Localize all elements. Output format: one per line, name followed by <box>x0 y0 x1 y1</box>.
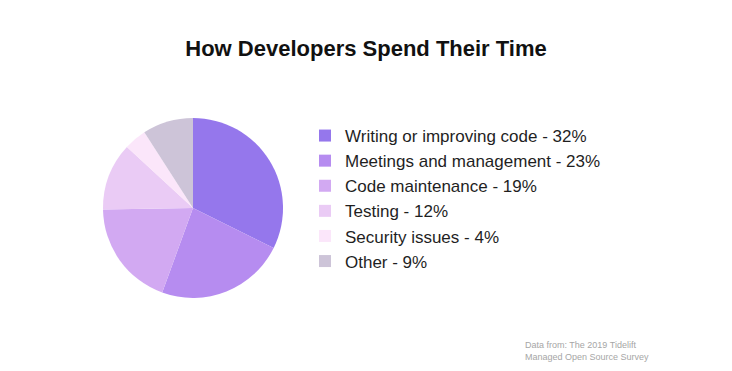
svg-text:Security issues - 4%: Security issues - 4% <box>345 228 499 247</box>
svg-text:Meetings and management - 23%: Meetings and management - 23% <box>345 152 600 171</box>
svg-text:How Developers Spend Their Tim: How Developers Spend Their Time <box>185 36 546 61</box>
svg-text:Other - 9%: Other - 9% <box>345 253 427 272</box>
svg-text:Writing or improving code - 32: Writing or improving code - 32% <box>345 127 587 146</box>
svg-text:Code maintenance - 19%: Code maintenance - 19% <box>345 177 537 196</box>
svg-text:Testing - 12%: Testing - 12% <box>345 202 448 221</box>
svg-text:Data from: The 2019 TideliftMa: Data from: The 2019 TideliftManaged Open… <box>525 340 649 362</box>
